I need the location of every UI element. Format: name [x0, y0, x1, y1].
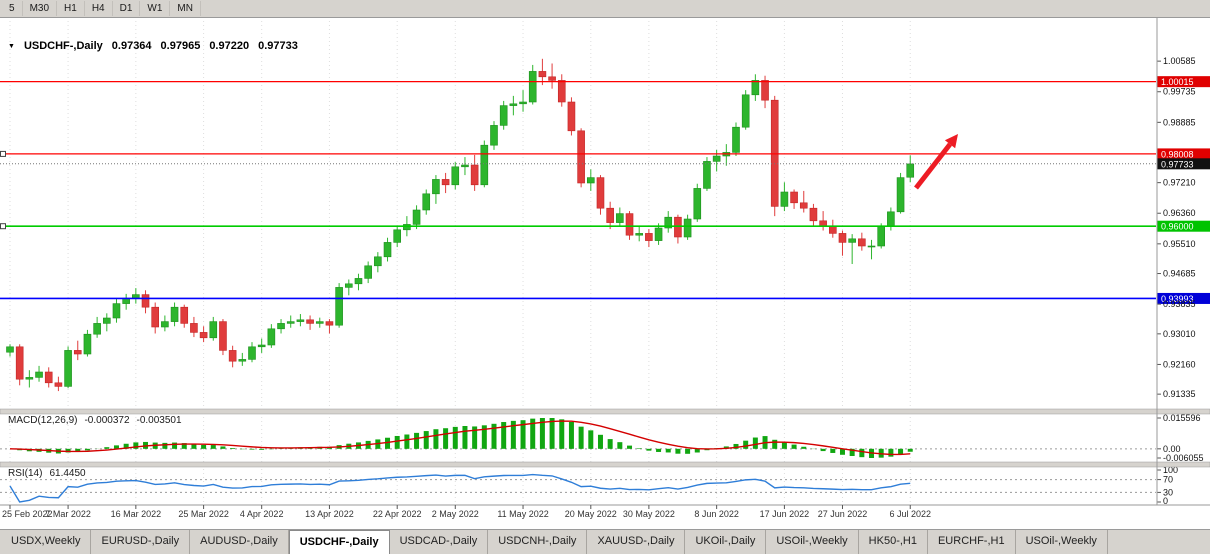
timeframe-toolbar: 5 M30 H1 H4 D1 W1 MN [0, 0, 1210, 18]
svg-text:0: 0 [1163, 496, 1168, 506]
svg-text:25 Feb 2022: 25 Feb 2022 [2, 509, 53, 519]
timeframe-button-m30[interactable]: M30 [23, 1, 58, 16]
svg-text:6 Jul 2022: 6 Jul 2022 [889, 509, 931, 519]
svg-text:0.96000: 0.96000 [1161, 222, 1194, 232]
svg-text:7 Mar 2022: 7 Mar 2022 [45, 509, 91, 519]
svg-text:0.93993: 0.93993 [1161, 294, 1194, 304]
svg-text:0.93010: 0.93010 [1163, 329, 1196, 339]
tab-eurchf-h1[interactable]: EURCHF-,H1 [927, 530, 1016, 554]
svg-text:17 Jun 2022: 17 Jun 2022 [760, 509, 810, 519]
svg-text:0.97210: 0.97210 [1163, 178, 1196, 188]
tab-usoil-weekly-2[interactable]: USOil-,Weekly [1015, 530, 1108, 554]
svg-text:27 Jun 2022: 27 Jun 2022 [818, 509, 868, 519]
svg-text:0.91335: 0.91335 [1163, 389, 1196, 399]
timeframe-button-mn[interactable]: MN [170, 1, 201, 16]
tab-eurusd-daily[interactable]: EURUSD-,Daily [91, 530, 191, 554]
svg-text:0.99735: 0.99735 [1163, 87, 1196, 97]
svg-text:1.00585: 1.00585 [1163, 56, 1196, 66]
tab-usdx-weekly[interactable]: USDX,Weekly [1, 530, 92, 554]
svg-text:4 Apr 2022: 4 Apr 2022 [240, 509, 284, 519]
svg-text:0.015596: 0.015596 [1163, 413, 1201, 423]
svg-text:0.97733: 0.97733 [1161, 159, 1194, 169]
price-label-0.98008 [1157, 148, 1210, 160]
tab-usdcnh-daily[interactable]: USDCNH-,Daily [488, 530, 588, 554]
tab-xauusd-daily[interactable]: XAUUSD-,Daily [587, 530, 686, 554]
svg-text:1.00015: 1.00015 [1161, 77, 1194, 87]
pane-separator-macd[interactable] [0, 408, 1210, 415]
tab-usdchf-daily[interactable]: USDCHF-,Daily [288, 530, 390, 554]
tab-ukoil-daily[interactable]: UKOil-,Daily [685, 530, 767, 554]
timeframe-button-h1[interactable]: H1 [57, 1, 85, 16]
svg-text:2 May 2022: 2 May 2022 [432, 509, 479, 519]
svg-text:11 May 2022: 11 May 2022 [497, 509, 548, 519]
tab-usdcad-daily[interactable]: USDCAD-,Daily [389, 530, 489, 554]
timeframe-button-w1[interactable]: W1 [140, 1, 171, 16]
svg-text:0.96360: 0.96360 [1163, 208, 1196, 218]
svg-text:0.98885: 0.98885 [1163, 117, 1196, 127]
svg-text:25 Mar 2022: 25 Mar 2022 [178, 509, 229, 519]
tab-usoil-weekly[interactable]: USOil-,Weekly [766, 530, 859, 554]
svg-text:0.00: 0.00 [1163, 444, 1181, 454]
price-label-1.00015 [1157, 76, 1210, 88]
svg-text:13 Apr 2022: 13 Apr 2022 [305, 509, 354, 519]
price-label-0.93993 [1157, 292, 1210, 304]
svg-text:0.93835: 0.93835 [1163, 299, 1196, 309]
svg-text:70: 70 [1163, 475, 1173, 485]
pane-separator-rsi[interactable] [0, 461, 1210, 468]
svg-text:0.98008: 0.98008 [1161, 149, 1194, 159]
svg-text:0.95510: 0.95510 [1163, 239, 1196, 249]
chart-tab-bar: USDX,Weekly EURUSD-,Daily AUDUSD-,Daily … [0, 529, 1210, 554]
svg-text:16 Mar 2022: 16 Mar 2022 [111, 509, 162, 519]
svg-text:22 Apr 2022: 22 Apr 2022 [373, 509, 422, 519]
svg-text:-0.006055: -0.006055 [1163, 453, 1204, 463]
svg-text:8 Jun 2022: 8 Jun 2022 [694, 509, 739, 519]
svg-text:0.94685: 0.94685 [1163, 269, 1196, 279]
timeframe-button-d1[interactable]: D1 [113, 1, 141, 16]
svg-text:0.92160: 0.92160 [1163, 359, 1196, 369]
chart-area: 1.00015 0.98008 0.97733 0.96000 0.93993 1.005… [0, 18, 1210, 529]
svg-text:30 May 2022: 30 May 2022 [623, 509, 675, 519]
timeframe-button-m5[interactable]: 5 [2, 1, 23, 16]
tab-hk50-h1[interactable]: HK50-,H1 [858, 530, 928, 554]
tab-audusd-daily[interactable]: AUDUSD-,Daily [190, 530, 289, 554]
svg-text:100: 100 [1163, 465, 1178, 475]
svg-text:30: 30 [1163, 487, 1173, 497]
trend-arrow[interactable] [914, 142, 952, 190]
price-label-0.97733 [1157, 158, 1210, 170]
svg-text:20 May 2022: 20 May 2022 [565, 509, 617, 519]
price-label-0.96000 [1157, 220, 1210, 232]
timeframe-button-h4[interactable]: H4 [85, 1, 113, 16]
